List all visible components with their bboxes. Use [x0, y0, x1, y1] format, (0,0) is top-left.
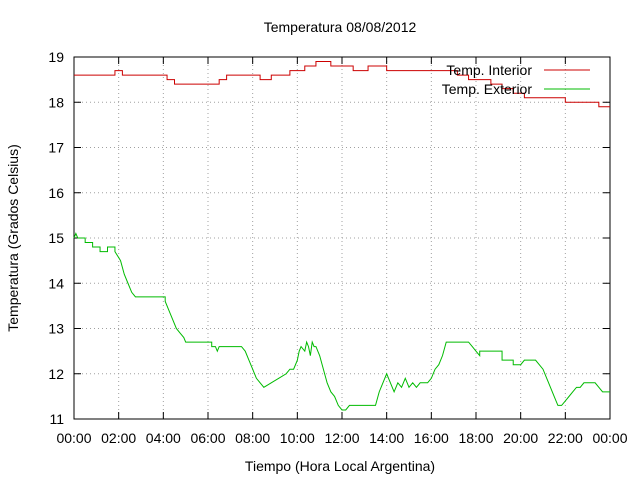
- x-tick-label: 16:00: [414, 430, 449, 446]
- x-tick-label: 00:00: [56, 430, 91, 446]
- x-tick-label: 08:00: [235, 430, 270, 446]
- x-tick-label: 14:00: [369, 430, 404, 446]
- legend-label: Temp. Exterior: [442, 81, 533, 97]
- x-axis-title: Tiempo (Hora Local Argentina): [245, 458, 435, 474]
- axis-ticks: [73, 56, 611, 420]
- y-axis-title: Temperatura (Grados Celsius): [5, 144, 21, 332]
- y-tick-label: 16: [48, 185, 64, 201]
- y-tick-label: 14: [48, 275, 64, 291]
- y-tick-label: 17: [48, 140, 64, 156]
- y-tick-label: 18: [48, 94, 64, 110]
- series-lines: [73, 61, 610, 411]
- x-tick-label: 18:00: [458, 430, 493, 446]
- x-tick-label: 06:00: [190, 430, 225, 446]
- x-tick-label: 00:00: [592, 430, 627, 446]
- x-tick-label: 20:00: [503, 430, 538, 446]
- series-line-2: [73, 232, 610, 411]
- series-line-1: [74, 61, 610, 108]
- y-tick-label: 19: [48, 49, 64, 65]
- y-tick-label: 13: [48, 321, 64, 337]
- chart-title: Temperatura 08/08/2012: [264, 19, 417, 35]
- x-tick-label: 04:00: [146, 430, 181, 446]
- y-tick-label: 15: [48, 230, 64, 246]
- x-tick-labels: 00:00 02:00 04:00 06:00 08:00 10:00 12:00 14:00…: [56, 430, 627, 446]
- y-tick-labels: 11 12 13 14 15 16 17 18 19: [48, 49, 64, 427]
- x-tick-label: 02:00: [101, 430, 136, 446]
- x-tick-label: 12:00: [324, 430, 359, 446]
- x-tick-label: 22:00: [548, 430, 583, 446]
- y-tick-label: 12: [48, 366, 64, 382]
- legend-label: Temp. Interior: [446, 62, 532, 78]
- y-tick-label: 11: [49, 411, 64, 427]
- legend: Temp. Interior Temp. Exterior: [442, 62, 590, 97]
- x-tick-label: 10:00: [280, 430, 315, 446]
- grid-lines: [74, 57, 610, 419]
